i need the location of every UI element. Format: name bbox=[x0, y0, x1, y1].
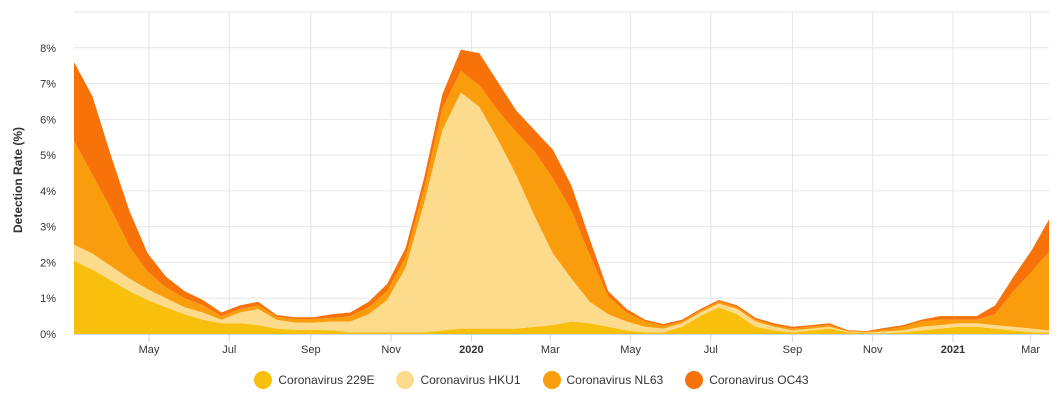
area-series-3[interactable] bbox=[74, 71, 1049, 333]
x-tick-label: 2021 bbox=[941, 344, 965, 356]
x-tick-label: Mar bbox=[1021, 344, 1040, 356]
x-tick-label: 2020 bbox=[459, 344, 483, 356]
legend-item-1[interactable]: Coronavirus 229E bbox=[254, 371, 374, 389]
x-tick-label: Sep bbox=[301, 344, 321, 356]
area-series-4[interactable] bbox=[74, 49, 1049, 332]
legend-label: Coronavirus OC43 bbox=[709, 373, 809, 387]
y-tick-label: 2% bbox=[40, 257, 56, 269]
x-tick-label: Nov bbox=[381, 344, 401, 356]
x-tick-label: Jul bbox=[222, 344, 236, 356]
y-tick-label: 5% bbox=[40, 150, 56, 162]
legend-swatch bbox=[254, 371, 273, 389]
y-axis-label: Detection Rate (%) bbox=[11, 127, 25, 233]
legend-label: Coronavirus HKU1 bbox=[420, 373, 521, 387]
y-tick-label: 0% bbox=[40, 329, 56, 341]
legend-item-2[interactable]: Coronavirus HKU1 bbox=[396, 371, 521, 389]
legend-label: Coronavirus 229E bbox=[278, 373, 375, 387]
legend-item-3[interactable]: Coronavirus NL63 bbox=[542, 371, 664, 389]
y-tick-label: 4% bbox=[40, 186, 56, 198]
y-tick-label: 7% bbox=[40, 79, 56, 91]
x-tick-label: May bbox=[139, 344, 160, 356]
x-tick-label: Jul bbox=[704, 344, 718, 356]
x-tick-label: Sep bbox=[783, 344, 803, 356]
x-tick-label: Mar bbox=[541, 344, 560, 356]
legend-item-4[interactable]: Coronavirus OC43 bbox=[685, 371, 809, 389]
axes: 0% 1% 2% 3% 4% 5% 6% 7% 8% May Jul Sep Nov 2020 Mar May… bbox=[40, 43, 1049, 356]
legend-swatch bbox=[396, 371, 415, 389]
y-tick-label: 3% bbox=[40, 222, 56, 234]
stacked-areas bbox=[74, 49, 1049, 334]
y-tick-label: 1% bbox=[40, 293, 56, 305]
area-series-1[interactable] bbox=[74, 260, 1049, 334]
area-series-2[interactable] bbox=[74, 92, 1049, 334]
legend: Coronavirus 229E Coronavirus HKU1 Coronavi… bbox=[0, 371, 1063, 389]
x-tick-label: Nov bbox=[863, 344, 883, 356]
legend-label: Coronavirus NL63 bbox=[566, 373, 664, 387]
y-tick-label: 6% bbox=[40, 114, 56, 126]
legend-swatch bbox=[542, 371, 561, 389]
x-tick-label: May bbox=[620, 344, 641, 356]
y-tick-label: 8% bbox=[40, 43, 56, 55]
legend-swatch bbox=[685, 371, 704, 389]
